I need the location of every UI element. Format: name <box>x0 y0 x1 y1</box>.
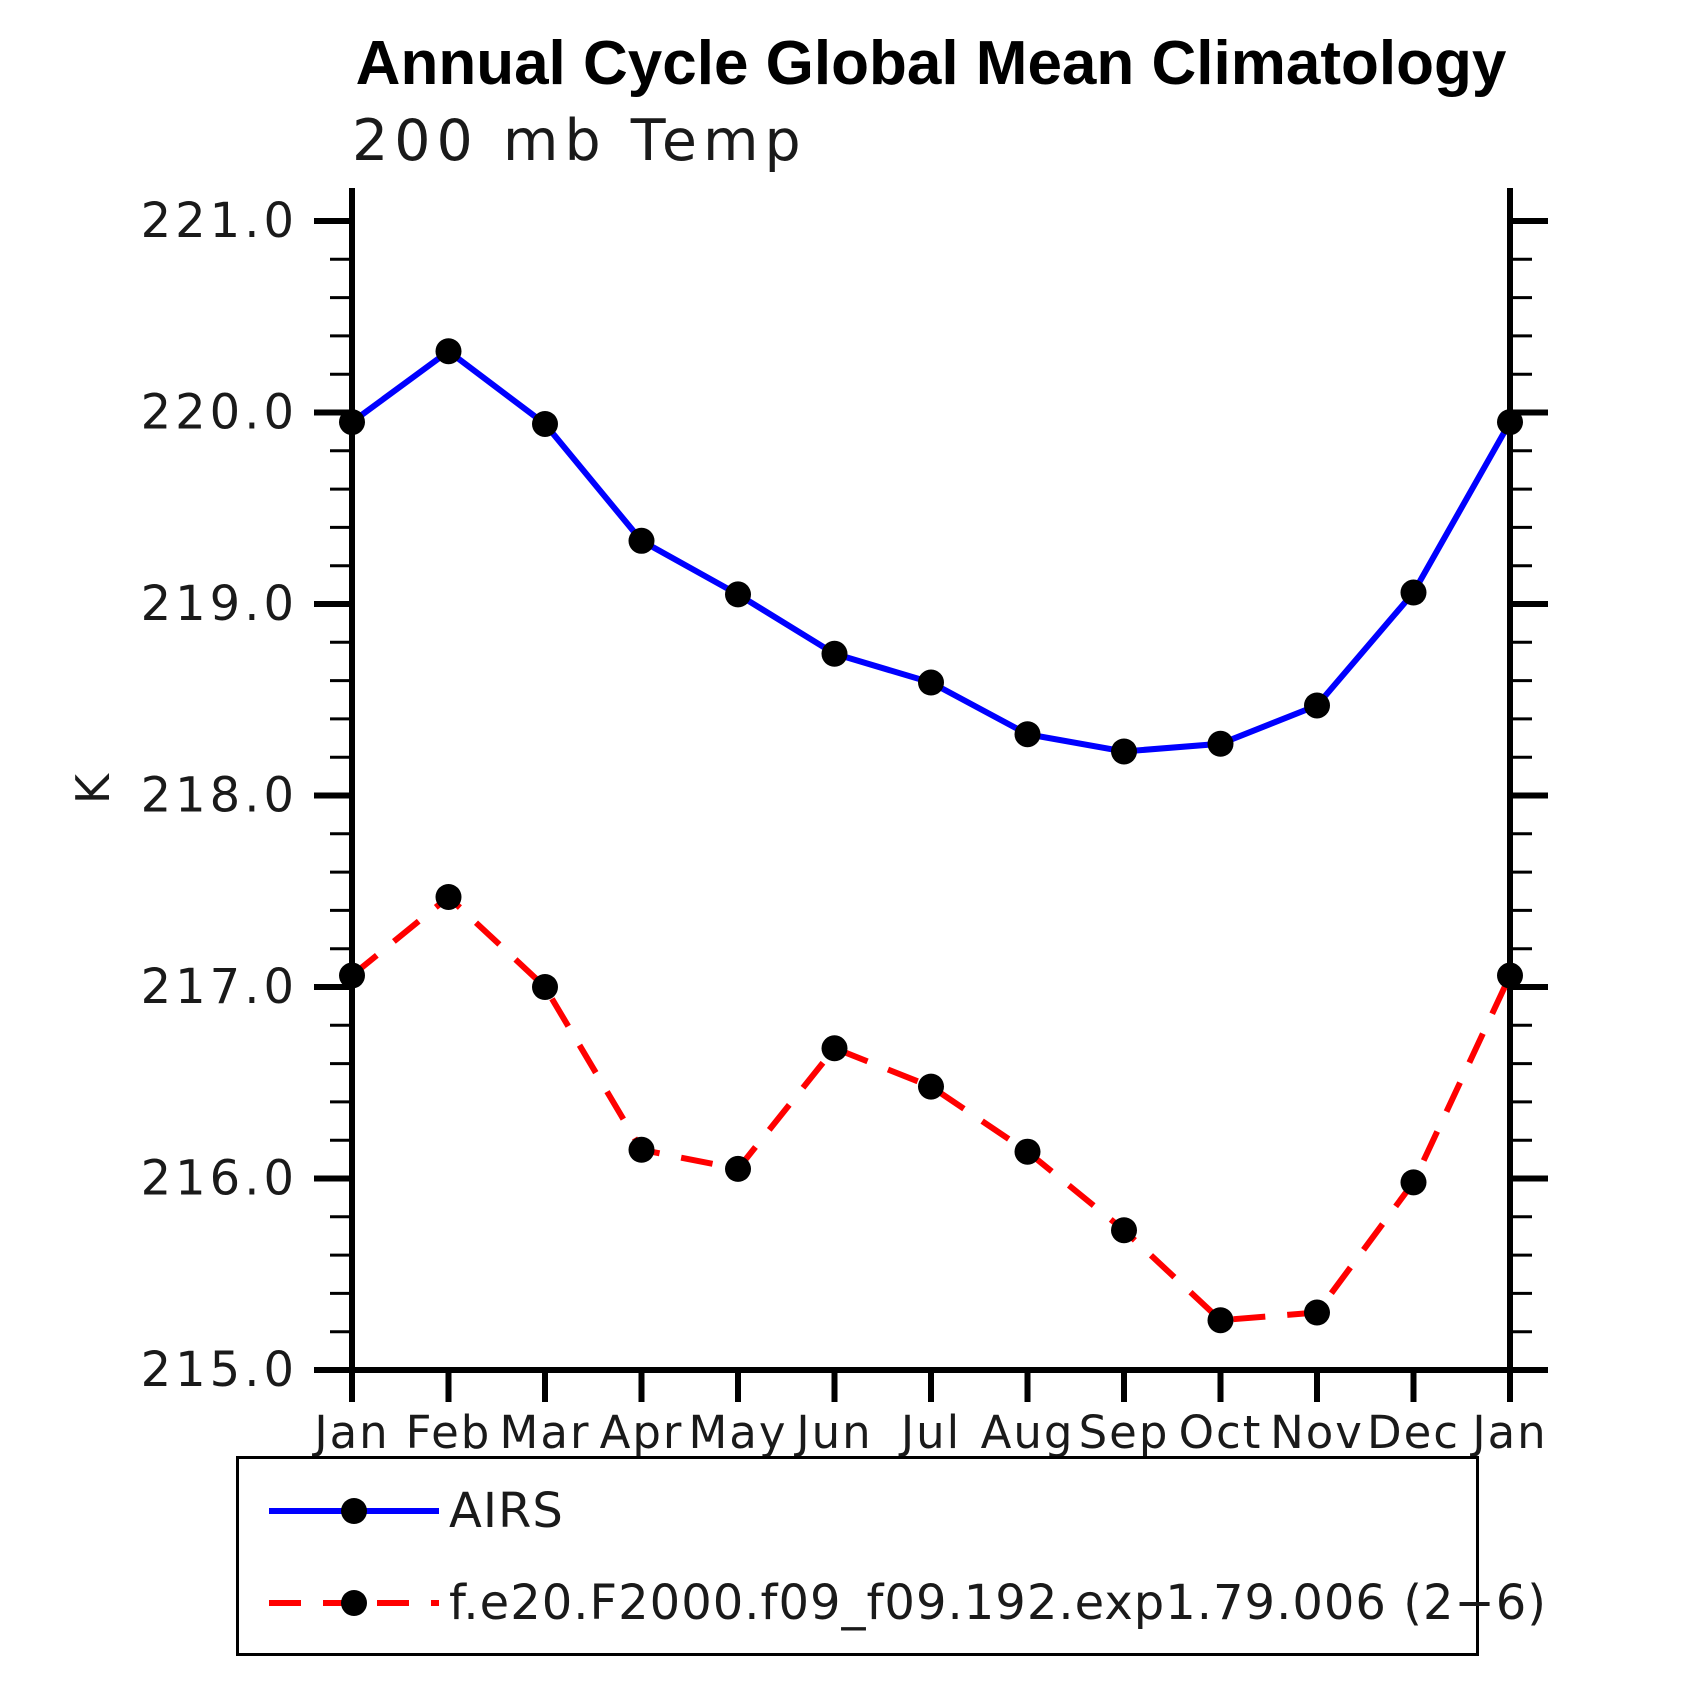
data-point <box>1304 692 1330 719</box>
x-tick-label: Dec <box>1367 1406 1460 1459</box>
legend-label: AIRS <box>449 1483 564 1539</box>
legend-item-model: f.e20.F2000.f09_f09.192.exp1.79.006 (2−6… <box>269 1575 1547 1631</box>
data-point <box>628 527 655 554</box>
x-tick-label: Oct <box>1179 1406 1263 1459</box>
x-tick-label: Mar <box>500 1406 591 1459</box>
data-point <box>628 1136 655 1163</box>
chart-title: Annual Cycle Global Mean Climatology <box>355 29 1507 98</box>
data-point <box>435 338 462 365</box>
legend-line-sample-icon <box>269 1498 439 1524</box>
data-point <box>532 410 558 437</box>
data-point <box>1111 738 1137 765</box>
x-tick-label: Jun <box>793 1406 872 1459</box>
data-point <box>1400 1169 1427 1196</box>
data-point <box>821 1035 848 1062</box>
data-point <box>821 640 848 667</box>
data-point <box>1111 1217 1137 1244</box>
y-tick-label: 220.0 <box>141 385 298 441</box>
data-point <box>1014 1138 1041 1165</box>
legend: AIRS f.e20.F2000.f09_f09.192.exp1.79.006… <box>236 1456 1546 1656</box>
y-tick-label: 221.0 <box>141 193 298 249</box>
y-tick-label: 215.0 <box>141 1342 298 1398</box>
legend-line-sample-icon <box>269 1590 439 1616</box>
legend-item-airs: AIRS <box>269 1483 564 1539</box>
data-point <box>1400 579 1427 606</box>
x-tick-label: Apr <box>600 1406 684 1459</box>
y-tick-label: 216.0 <box>141 1151 298 1207</box>
y-tick-label: 217.0 <box>141 959 298 1015</box>
data-point <box>1497 409 1523 436</box>
data-point <box>1304 1299 1330 1326</box>
x-tick-label: Jan <box>1469 1406 1547 1459</box>
x-tick-label: Feb <box>406 1406 492 1459</box>
data-point <box>1207 730 1234 757</box>
series-line-1 <box>350 893 1513 1324</box>
chart-subtitle: 200 mb Temp <box>352 108 807 174</box>
x-tick-label: Aug <box>981 1406 1075 1459</box>
data-point <box>339 962 365 989</box>
data-point <box>532 974 558 1000</box>
y-tick-label: 218.0 <box>141 768 298 824</box>
data-point <box>1014 721 1041 748</box>
data-point <box>1497 962 1523 989</box>
x-tick-label: Jul <box>898 1406 961 1459</box>
legend-label: f.e20.F2000.f09_f09.192.exp1.79.006 (2−6… <box>449 1575 1547 1631</box>
x-tick-label: Nov <box>1270 1406 1364 1459</box>
x-tick-label: Sep <box>1079 1406 1170 1459</box>
data-point <box>435 883 462 910</box>
data-point <box>725 581 751 608</box>
y-tick-label: 219.0 <box>141 576 298 632</box>
x-tick-label: May <box>688 1406 787 1459</box>
data-point <box>725 1155 751 1182</box>
data-point <box>918 1073 944 1100</box>
data-point <box>1207 1307 1234 1334</box>
x-tick-label: Jan <box>311 1406 389 1459</box>
data-point <box>918 669 944 696</box>
data-point <box>339 409 365 436</box>
